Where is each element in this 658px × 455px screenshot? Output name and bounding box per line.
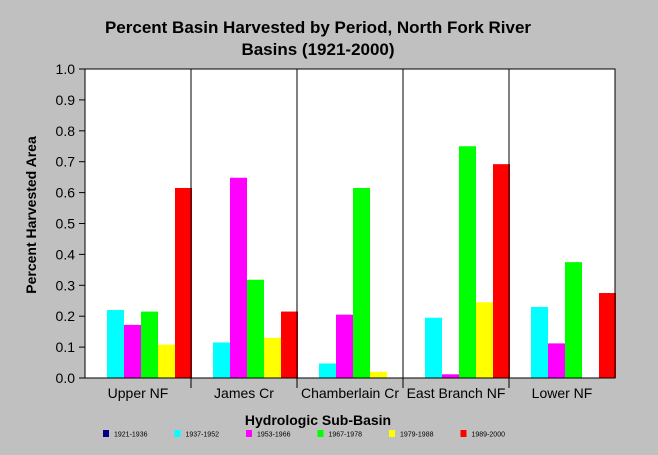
y-tick-label: 1.0 — [56, 61, 76, 77]
category-label: Lower NF — [532, 385, 593, 401]
legend-label: 1979-1988 — [400, 432, 434, 439]
legend: 1921-1936 1937-1952 1953-1966 1967-1978 1979… — [103, 430, 505, 439]
bar-1937-1952-east-branch-nf — [425, 317, 442, 378]
bars-group — [107, 146, 616, 378]
legend-swatch — [389, 430, 395, 437]
bar-1953-1966-upper-nf — [124, 324, 141, 378]
legend-swatch — [174, 430, 181, 437]
legend-swatch — [317, 430, 324, 437]
bar-1967-1978-chamberlain-cr — [353, 187, 370, 378]
y-tick-label: 0.4 — [56, 246, 76, 262]
y-tick-label: 0.0 — [56, 370, 76, 386]
bar-1953-1966-east-branch-nf — [442, 374, 459, 378]
bar-1937-1952-upper-nf — [107, 310, 124, 378]
y-axis: 0.0 0.1 0.2 0.3 0.4 0.5 0.6 0.7 0.8 0.9 1.0 — [56, 61, 85, 386]
bar-1979-1988-james-cr — [264, 337, 281, 378]
bar-1979-1988-upper-nf — [158, 344, 175, 378]
bar-1989-2000-james-cr — [281, 311, 298, 378]
category-label: Chamberlain Cr — [301, 385, 399, 401]
chart-title-line-2: Basins (1921-2000) — [241, 40, 394, 59]
category-label: East Branch NF — [407, 385, 506, 401]
bar-1967-1978-upper-nf — [141, 311, 158, 378]
bar-1967-1978-lower-nf — [565, 262, 582, 378]
legend-label: 1989-2000 — [472, 432, 506, 439]
y-axis-title: Percent Harvested Area — [23, 136, 39, 294]
x-axis: Upper NF James Cr Chamberlain Cr East Branc… — [108, 385, 593, 401]
category-label: James Cr — [214, 385, 274, 401]
legend-swatch — [103, 430, 109, 437]
x-axis-title: Hydrologic Sub-Basin — [245, 412, 391, 428]
bar-1953-1966-chamberlain-cr — [336, 314, 353, 378]
y-tick-label: 0.1 — [56, 339, 76, 355]
legend-label: 1921-1936 — [114, 432, 148, 439]
legend-swatch — [460, 430, 467, 437]
bar-1953-1966-lower-nf — [548, 343, 565, 378]
bar-1967-1978-east-branch-nf — [459, 146, 476, 378]
y-tick-label: 0.6 — [56, 185, 76, 201]
bar-1989-2000-upper-nf — [175, 187, 192, 378]
plot-border — [84, 68, 616, 379]
category-dividers — [190, 69, 510, 388]
chart-title-line-1: Percent Basin Harvested by Period, North… — [105, 18, 531, 37]
y-tick-label: 0.5 — [56, 216, 76, 232]
legend-label: 1953-1966 — [257, 432, 291, 439]
bar-1953-1966-james-cr — [230, 177, 247, 378]
bar-1937-1952-chamberlain-cr — [319, 363, 336, 378]
y-tick-label: 0.8 — [56, 123, 76, 139]
legend-swatch — [246, 430, 252, 437]
bar-1989-2000-east-branch-nf — [493, 164, 510, 378]
bar-1989-2000-lower-nf — [599, 293, 616, 378]
bar-1979-1988-east-branch-nf — [476, 302, 493, 378]
bar-1937-1952-lower-nf — [531, 306, 548, 378]
y-tick-label: 0.7 — [56, 154, 76, 170]
y-tick-label: 0.3 — [56, 277, 76, 293]
legend-label: 1937-1952 — [186, 432, 220, 439]
y-tick-label: 0.9 — [56, 92, 76, 108]
bar-1979-1988-chamberlain-cr — [370, 371, 387, 378]
y-tick-label: 0.2 — [56, 308, 76, 324]
bar-1937-1952-james-cr — [213, 342, 230, 378]
bar-1967-1978-james-cr — [247, 279, 264, 378]
legend-label: 1967-1978 — [329, 432, 363, 439]
category-label: Upper NF — [108, 385, 169, 401]
